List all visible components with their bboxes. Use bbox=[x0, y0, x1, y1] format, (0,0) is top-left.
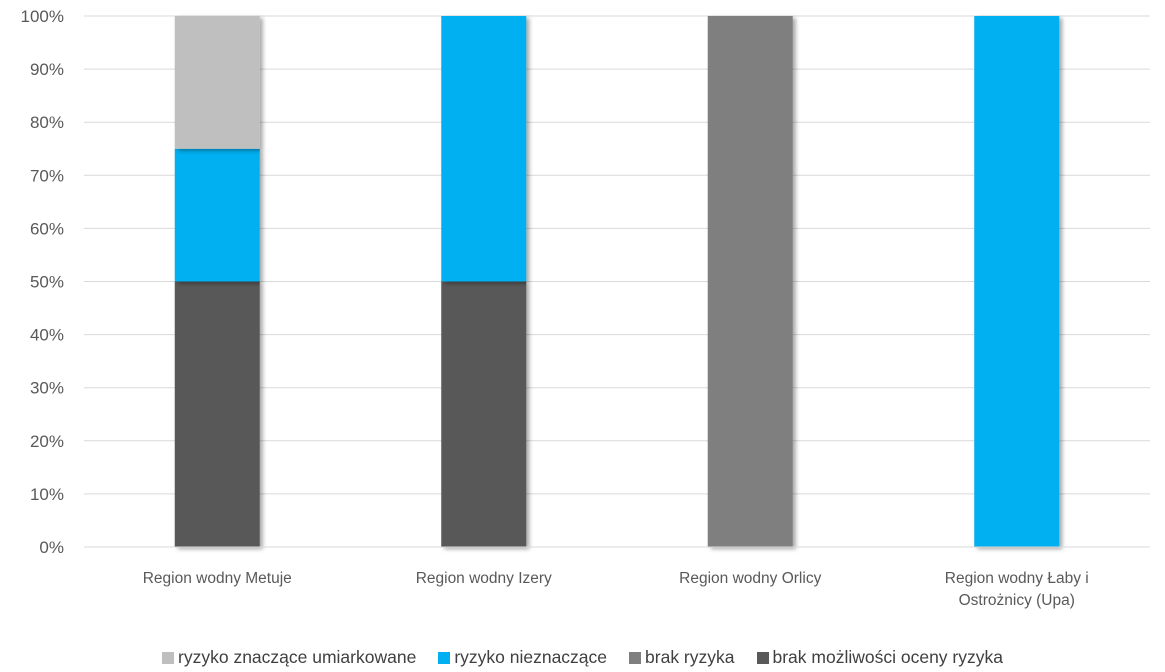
legend-label: brak ryzyka bbox=[645, 647, 735, 667]
bars bbox=[174, 16, 1060, 547]
legend-swatch bbox=[756, 651, 769, 664]
legend-item: ryzyko nieznaczące bbox=[438, 647, 607, 668]
legend-label: brak możliwości oceny ryzyka bbox=[772, 647, 1003, 667]
x-tick-label: Region wodny Metuje bbox=[143, 570, 292, 587]
y-tick-label: 70% bbox=[30, 166, 64, 185]
y-tick-label: 80% bbox=[30, 113, 64, 132]
bar-segment-2-1 bbox=[707, 16, 793, 547]
legend-label: ryzyko znaczące umiarkowane bbox=[178, 647, 417, 667]
legend-swatch bbox=[629, 651, 642, 664]
bar-segment-1-0 bbox=[441, 281, 527, 547]
legend-swatch bbox=[438, 651, 451, 664]
bar-segment-0-3 bbox=[174, 16, 260, 149]
y-tick-label: 90% bbox=[30, 60, 64, 79]
y-tick-label: 10% bbox=[30, 485, 64, 504]
bar-segment-3-2 bbox=[974, 16, 1060, 547]
x-axis: Region wodny Metuje Region wodny Izery Reg… bbox=[84, 546, 1150, 609]
legend-item: ryzyko znaczące umiarkowane bbox=[162, 647, 416, 668]
x-tick-label: Region wodny Orlicy bbox=[679, 570, 821, 587]
x-tick-label: Ostrożnicy (Upa) bbox=[959, 592, 1075, 609]
x-tick-label: Region wodny Łaby i bbox=[945, 570, 1089, 587]
y-tick-label: 60% bbox=[30, 219, 64, 238]
bar-segment-0-0 bbox=[174, 281, 260, 547]
legend-swatch bbox=[162, 651, 175, 664]
legend: ryzyko znaczące umiarkowane ryzyko niezna… bbox=[0, 647, 1165, 668]
y-tick-label: 0% bbox=[39, 538, 64, 557]
y-tick-label: 50% bbox=[30, 273, 64, 292]
legend-item: brak ryzyka bbox=[629, 647, 735, 668]
y-tick-label: 20% bbox=[30, 432, 64, 451]
y-tick-label: 30% bbox=[30, 379, 64, 398]
gridlines bbox=[84, 15, 1150, 495]
bar-segment-0-2 bbox=[174, 148, 260, 282]
y-tick-label: 40% bbox=[30, 326, 64, 345]
x-tick-label: Region wodny Izery bbox=[416, 570, 552, 587]
y-axis: 0% 10% 20% 30% 40% 50% 60% 70% 80% 90% 100% bbox=[21, 7, 64, 557]
bar-segment-1-2 bbox=[441, 16, 527, 282]
y-tick-label: 100% bbox=[21, 7, 64, 26]
legend-label: ryzyko nieznaczące bbox=[454, 647, 608, 667]
legend-item: brak możliwości oceny ryzyka bbox=[756, 647, 1003, 668]
